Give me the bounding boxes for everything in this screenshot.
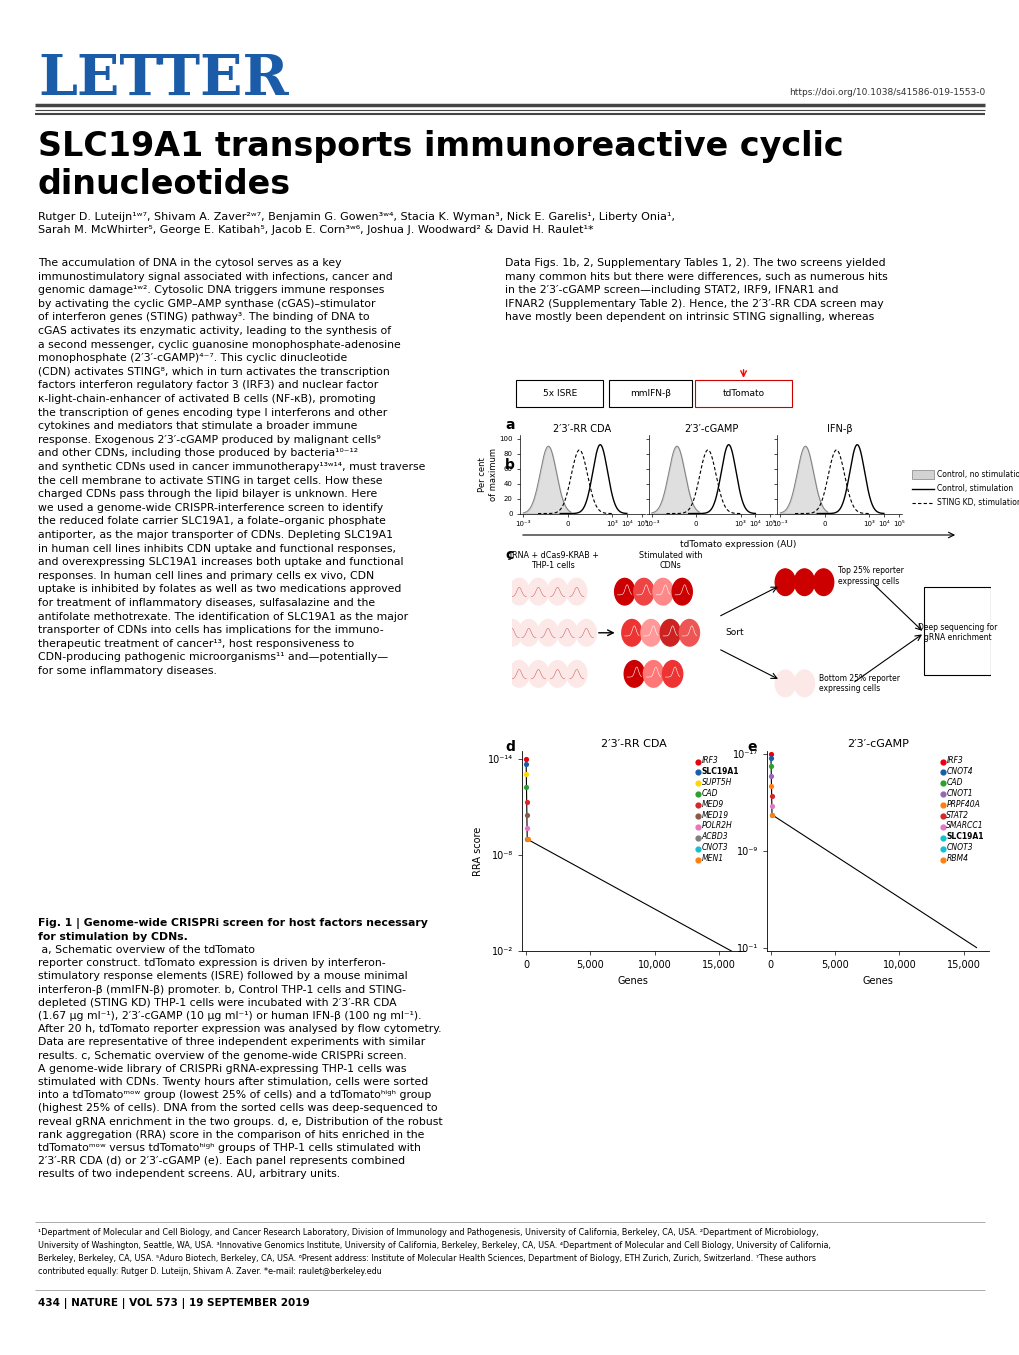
Y-axis label: Per cent
of maximum: Per cent of maximum xyxy=(478,447,497,501)
Circle shape xyxy=(537,619,557,646)
FancyBboxPatch shape xyxy=(516,381,602,406)
Text: a: a xyxy=(504,417,514,432)
Text: Control, stimulation: Control, stimulation xyxy=(936,484,1012,493)
Circle shape xyxy=(567,661,586,687)
Point xyxy=(519,828,535,850)
Point xyxy=(518,804,534,825)
Circle shape xyxy=(774,569,795,595)
Circle shape xyxy=(528,661,548,687)
Point xyxy=(763,795,780,817)
Text: Rutger D. Luteijn¹ʷ⁷, Shivam A. Zaver²ʷ⁷, Benjamin G. Gowen³ʷ⁴, Stacia K. Wyman³: Rutger D. Luteijn¹ʷ⁷, Shivam A. Zaver²ʷ⁷… xyxy=(38,211,675,222)
Circle shape xyxy=(501,619,522,646)
Text: Berkeley, Berkeley, CA, USA. ⁵Aduro Biotech, Berkeley, CA, USA. ⁶Present address: Berkeley, Berkeley, CA, USA. ⁵Aduro Biot… xyxy=(38,1253,815,1263)
Text: The accumulation of DNA in the cytosol serves as a key
immunostimulatory signal : The accumulation of DNA in the cytosol s… xyxy=(38,257,425,676)
FancyBboxPatch shape xyxy=(695,381,791,406)
Text: Data Figs. 1b, 2, Supplementary Tables 1, 2). The two screens yielded
many commo: Data Figs. 1b, 2, Supplementary Tables 1… xyxy=(504,257,887,322)
Circle shape xyxy=(624,661,644,687)
Text: https://doi.org/10.1038/s41586-019-1553-0: https://doi.org/10.1038/s41586-019-1553-… xyxy=(788,88,984,98)
Title: 2′3′-RR CDA: 2′3′-RR CDA xyxy=(553,424,610,434)
Text: b: b xyxy=(504,458,515,472)
Point xyxy=(518,753,534,775)
Point xyxy=(518,748,534,770)
Circle shape xyxy=(547,579,568,604)
Circle shape xyxy=(640,619,660,646)
Point xyxy=(518,763,534,785)
Text: Top 25% reporter
expressing cells: Top 25% reporter expressing cells xyxy=(838,566,903,585)
Text: gRNA + dCas9-KRAB +
THP-1 cells: gRNA + dCas9-KRAB + THP-1 cells xyxy=(506,550,598,570)
Legend: IRF3, CNOT4, CAD, CNOT1, PRPF40A, STAT2, SMARCC1, SLC19A1, CNOT3, RBM4: IRF3, CNOT4, CAD, CNOT1, PRPF40A, STAT2,… xyxy=(938,755,984,864)
Text: Sort: Sort xyxy=(725,629,744,637)
Text: STING KD, stimulation: STING KD, stimulation xyxy=(936,499,1019,507)
Text: LETTER: LETTER xyxy=(38,51,288,107)
Legend: IRF3, SLC19A1, SUPT5H, CAD, MED9, MED19, POLR2H, ACBD3, CNOT3, MEN1: IRF3, SLC19A1, SUPT5H, CAD, MED9, MED19,… xyxy=(694,755,740,864)
Circle shape xyxy=(643,661,663,687)
Point xyxy=(763,804,780,825)
Point xyxy=(762,744,779,766)
Circle shape xyxy=(672,579,692,604)
Circle shape xyxy=(659,619,680,646)
Circle shape xyxy=(622,619,641,646)
Bar xyxy=(911,470,933,480)
Circle shape xyxy=(508,579,529,604)
Text: a, Schematic overview of the tdTomato
reporter construct. tdTomato expression is: a, Schematic overview of the tdTomato re… xyxy=(38,944,442,1179)
Circle shape xyxy=(547,661,568,687)
Text: Bottom 25% reporter
expressing cells: Bottom 25% reporter expressing cells xyxy=(818,673,899,692)
Circle shape xyxy=(794,569,814,595)
Text: e: e xyxy=(746,740,756,753)
Text: SLC19A1 transports immunoreactive cyclic: SLC19A1 transports immunoreactive cyclic xyxy=(38,130,843,163)
Text: Control, no stimulation: Control, no stimulation xyxy=(936,470,1019,480)
X-axis label: Genes: Genes xyxy=(618,976,648,986)
Text: Stimulated with
CDNs: Stimulated with CDNs xyxy=(638,550,701,570)
Circle shape xyxy=(679,619,699,646)
Circle shape xyxy=(633,579,653,604)
Point xyxy=(762,748,779,770)
Circle shape xyxy=(652,579,673,604)
Point xyxy=(762,775,779,797)
Text: Deep sequencing for
gRNA enrichment: Deep sequencing for gRNA enrichment xyxy=(917,623,997,642)
Text: tdTomato: tdTomato xyxy=(721,389,764,398)
Text: Fig. 1 | Genome-wide CRISPRi screen for host factors necessary
for stimulation b: Fig. 1 | Genome-wide CRISPRi screen for … xyxy=(38,917,427,942)
X-axis label: Genes: Genes xyxy=(862,976,893,986)
Text: d: d xyxy=(504,740,515,753)
Text: ¹Department of Molecular and Cell Biology, and Cancer Research Laboratory, Divis: ¹Department of Molecular and Cell Biolog… xyxy=(38,1228,817,1237)
Text: dinucleotides: dinucleotides xyxy=(38,168,290,201)
Title: 2′3′-cGAMP: 2′3′-cGAMP xyxy=(683,424,738,434)
Circle shape xyxy=(794,671,814,696)
FancyBboxPatch shape xyxy=(923,587,990,675)
Circle shape xyxy=(519,619,538,646)
Point xyxy=(762,755,779,776)
Circle shape xyxy=(813,569,833,595)
Point xyxy=(762,764,779,786)
Point xyxy=(762,786,779,808)
Text: c: c xyxy=(504,547,513,562)
Circle shape xyxy=(567,579,586,604)
Text: tdTomato expression (AU): tdTomato expression (AU) xyxy=(679,541,796,549)
Point xyxy=(763,804,780,825)
Point xyxy=(518,776,534,798)
Title: 2′3′-RR CDA: 2′3′-RR CDA xyxy=(600,738,665,748)
Text: mmIFN-β: mmIFN-β xyxy=(630,389,671,398)
Title: 2′3′-cGAMP: 2′3′-cGAMP xyxy=(847,738,908,748)
FancyBboxPatch shape xyxy=(608,381,691,406)
Point xyxy=(519,817,535,839)
Point xyxy=(519,828,535,850)
Point xyxy=(519,828,535,850)
Text: contributed equally: Rutger D. Luteijn, Shivam A. Zaver. *e-mail: raulet@berkele: contributed equally: Rutger D. Luteijn, … xyxy=(38,1267,381,1276)
Circle shape xyxy=(614,579,634,604)
Circle shape xyxy=(508,661,529,687)
Text: University of Washington, Seattle, WA, USA. ³Innovative Genomics Institute, Univ: University of Washington, Seattle, WA, U… xyxy=(38,1241,830,1251)
Circle shape xyxy=(662,661,682,687)
Text: Sarah M. McWhirter⁵, George E. Katibah⁵, Jacob E. Corn³ʷ⁶, Joshua J. Woodward² &: Sarah M. McWhirter⁵, George E. Katibah⁵,… xyxy=(38,225,593,234)
Point xyxy=(518,791,534,813)
Title: IFN-β: IFN-β xyxy=(825,424,852,434)
Circle shape xyxy=(576,619,596,646)
Text: 434 | NATURE | VOL 573 | 19 SEPTEMBER 2019: 434 | NATURE | VOL 573 | 19 SEPTEMBER 20… xyxy=(38,1298,310,1309)
Circle shape xyxy=(556,619,577,646)
Circle shape xyxy=(774,671,795,696)
Text: 5x ISRE: 5x ISRE xyxy=(542,389,577,398)
Point xyxy=(763,804,780,825)
Circle shape xyxy=(528,579,548,604)
Y-axis label: RRA score: RRA score xyxy=(472,827,482,875)
